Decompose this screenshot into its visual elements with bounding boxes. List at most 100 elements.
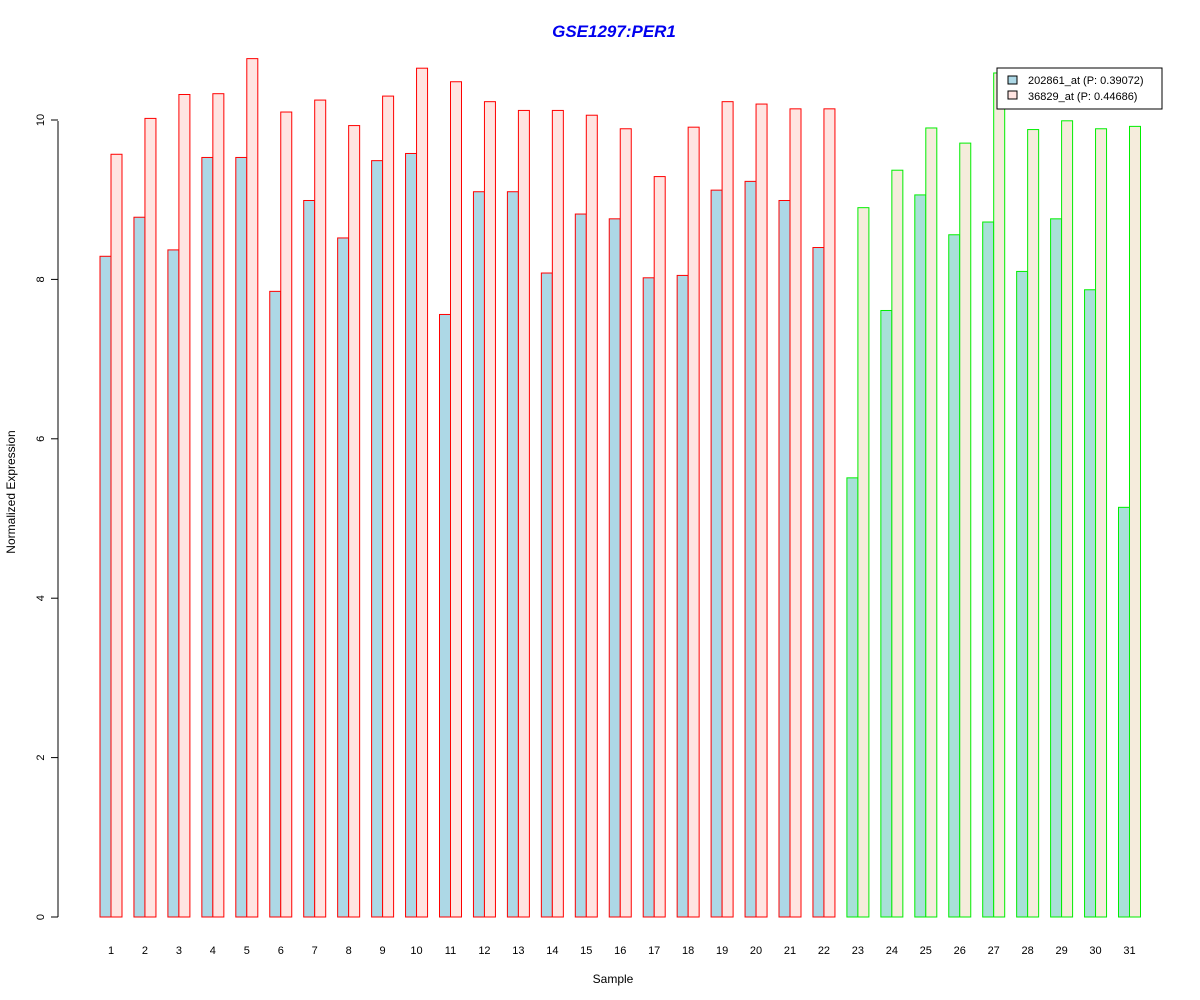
bar-sample-7-series-1 bbox=[303, 199, 316, 918]
x-tick-label: 10 bbox=[410, 945, 422, 957]
bar-sample-25-series-1 bbox=[914, 194, 927, 918]
bar-sample-5-series-2 bbox=[246, 58, 259, 918]
y-tick-label: 4 bbox=[35, 595, 47, 601]
bar-sample-28-series-1 bbox=[1016, 270, 1029, 918]
bar-sample-8-series-2 bbox=[348, 125, 361, 918]
bar-sample-11-series-1 bbox=[439, 313, 451, 918]
x-tick-label: 30 bbox=[1089, 945, 1101, 957]
y-axis-title: Normalized Expression bbox=[4, 430, 18, 553]
bar-sample-29-series-2 bbox=[1061, 120, 1074, 918]
x-axis-title: Sample bbox=[593, 972, 634, 986]
y-tick-label: 0 bbox=[35, 914, 47, 920]
bar-sample-10-series-2 bbox=[416, 67, 429, 918]
chart-title: GSE1297:PER1 bbox=[552, 22, 676, 41]
x-tick-label: 18 bbox=[682, 945, 694, 957]
bar-sample-24-series-1 bbox=[880, 309, 893, 918]
bar-sample-14-series-1 bbox=[540, 272, 553, 918]
bar-sample-23-series-2 bbox=[857, 207, 870, 918]
bar-sample-25-series-2 bbox=[925, 127, 938, 918]
bar-sample-8-series-1 bbox=[337, 237, 350, 918]
x-tick-label: 7 bbox=[312, 945, 318, 957]
bars bbox=[99, 58, 1141, 918]
x-tick-label: 24 bbox=[886, 945, 898, 957]
bar-sample-17-series-1 bbox=[642, 277, 655, 918]
x-tick-label: 11 bbox=[445, 945, 456, 957]
bar-sample-9-series-2 bbox=[382, 95, 395, 918]
bar-sample-26-series-2 bbox=[959, 142, 972, 918]
bar-sample-15-series-1 bbox=[574, 213, 587, 918]
x-tick-label: 29 bbox=[1055, 945, 1067, 957]
bar-sample-9-series-1 bbox=[371, 160, 384, 918]
bar-sample-1-series-2 bbox=[110, 153, 123, 918]
bar-sample-12-series-2 bbox=[483, 101, 496, 918]
bar-sample-10-series-1 bbox=[405, 152, 418, 918]
bar-sample-4-series-2 bbox=[212, 93, 225, 918]
bar-sample-28-series-2 bbox=[1027, 129, 1040, 918]
bar-sample-30-series-2 bbox=[1095, 128, 1108, 918]
bar-sample-15-series-2 bbox=[585, 114, 598, 918]
x-tick-label: 13 bbox=[512, 945, 524, 957]
x-tick-label: 19 bbox=[716, 945, 728, 957]
x-tick-label: 23 bbox=[852, 945, 864, 957]
bar-sample-2-series-2 bbox=[144, 117, 157, 918]
bar-sample-2-series-1 bbox=[133, 216, 146, 918]
bar-sample-14-series-2 bbox=[551, 109, 564, 918]
bar-sample-16-series-2 bbox=[619, 128, 632, 918]
legend-box bbox=[996, 67, 1163, 110]
legend: 202861_at (P: 0.39072) 36829_at (P: 0.44… bbox=[996, 67, 1163, 110]
bar-sample-31-series-2 bbox=[1129, 125, 1141, 918]
bar-sample-13-series-1 bbox=[506, 191, 519, 918]
x-tick-label: 1 bbox=[108, 945, 114, 957]
bar-sample-3-series-1 bbox=[167, 249, 180, 918]
y-tick-label: 8 bbox=[35, 276, 47, 282]
bar-sample-24-series-2 bbox=[891, 169, 904, 918]
x-tick-label: 26 bbox=[954, 945, 966, 957]
bar-sample-19-series-2 bbox=[721, 101, 734, 918]
bar-sample-19-series-1 bbox=[710, 189, 723, 918]
bar-sample-7-series-2 bbox=[314, 99, 327, 918]
y-tick-label: 10 bbox=[35, 114, 47, 126]
bar-sample-17-series-2 bbox=[653, 176, 666, 918]
x-tick-label: 6 bbox=[278, 945, 284, 957]
x-tick-label: 9 bbox=[380, 945, 386, 957]
bar-sample-18-series-1 bbox=[676, 274, 689, 918]
x-tick-label: 16 bbox=[614, 945, 626, 957]
bar-sample-22-series-1 bbox=[812, 247, 825, 918]
bar-sample-27-series-1 bbox=[982, 221, 995, 918]
x-tick-label: 20 bbox=[750, 945, 762, 957]
x-tick-label: 22 bbox=[818, 945, 830, 957]
y-tick-label: 6 bbox=[35, 436, 47, 442]
bar-sample-29-series-1 bbox=[1050, 218, 1063, 918]
bar-sample-6-series-1 bbox=[269, 290, 282, 918]
bar-sample-4-series-1 bbox=[201, 156, 214, 918]
bar-sample-12-series-1 bbox=[472, 191, 485, 918]
bar-sample-21-series-1 bbox=[778, 199, 791, 918]
legend-label-36829-at: 36829_at (P: 0.44686) bbox=[1028, 91, 1137, 103]
x-tick-label: 4 bbox=[210, 945, 216, 957]
x-tick-label: 5 bbox=[244, 945, 250, 957]
bar-sample-11-series-2 bbox=[450, 81, 462, 918]
legend-swatch-202861-at bbox=[1007, 75, 1018, 85]
bar-sample-16-series-1 bbox=[608, 218, 621, 918]
bar-sample-13-series-2 bbox=[517, 109, 530, 918]
x-tick-label: 15 bbox=[580, 945, 592, 957]
x-tick-label: 12 bbox=[478, 945, 490, 957]
x-tick-labels: 1 2 3 4 5 6 7 8 9 10 11 12 13 14 15 16 17 18 19 20 21 22 23 24 2… bbox=[108, 945, 1136, 957]
x-tick-label: 14 bbox=[546, 945, 558, 957]
bar-sample-20-series-1 bbox=[744, 180, 757, 918]
y-tick-label: 2 bbox=[35, 755, 47, 761]
x-tick-label: 2 bbox=[142, 945, 148, 957]
legend-swatch-36829-at bbox=[1007, 90, 1018, 100]
bar-sample-30-series-1 bbox=[1084, 289, 1097, 918]
x-tick-label: 28 bbox=[1022, 945, 1034, 957]
x-tick-label: 31 bbox=[1123, 945, 1135, 957]
x-tick-label: 17 bbox=[648, 945, 660, 957]
bar-sample-18-series-2 bbox=[687, 126, 700, 918]
x-tick-label: 21 bbox=[784, 945, 796, 957]
bar-sample-5-series-1 bbox=[235, 156, 248, 918]
x-tick-label: 25 bbox=[920, 945, 932, 957]
bar-sample-22-series-2 bbox=[823, 108, 836, 918]
bar-sample-21-series-2 bbox=[789, 108, 802, 918]
legend-label-202861-at: 202861_at (P: 0.39072) bbox=[1028, 75, 1144, 87]
